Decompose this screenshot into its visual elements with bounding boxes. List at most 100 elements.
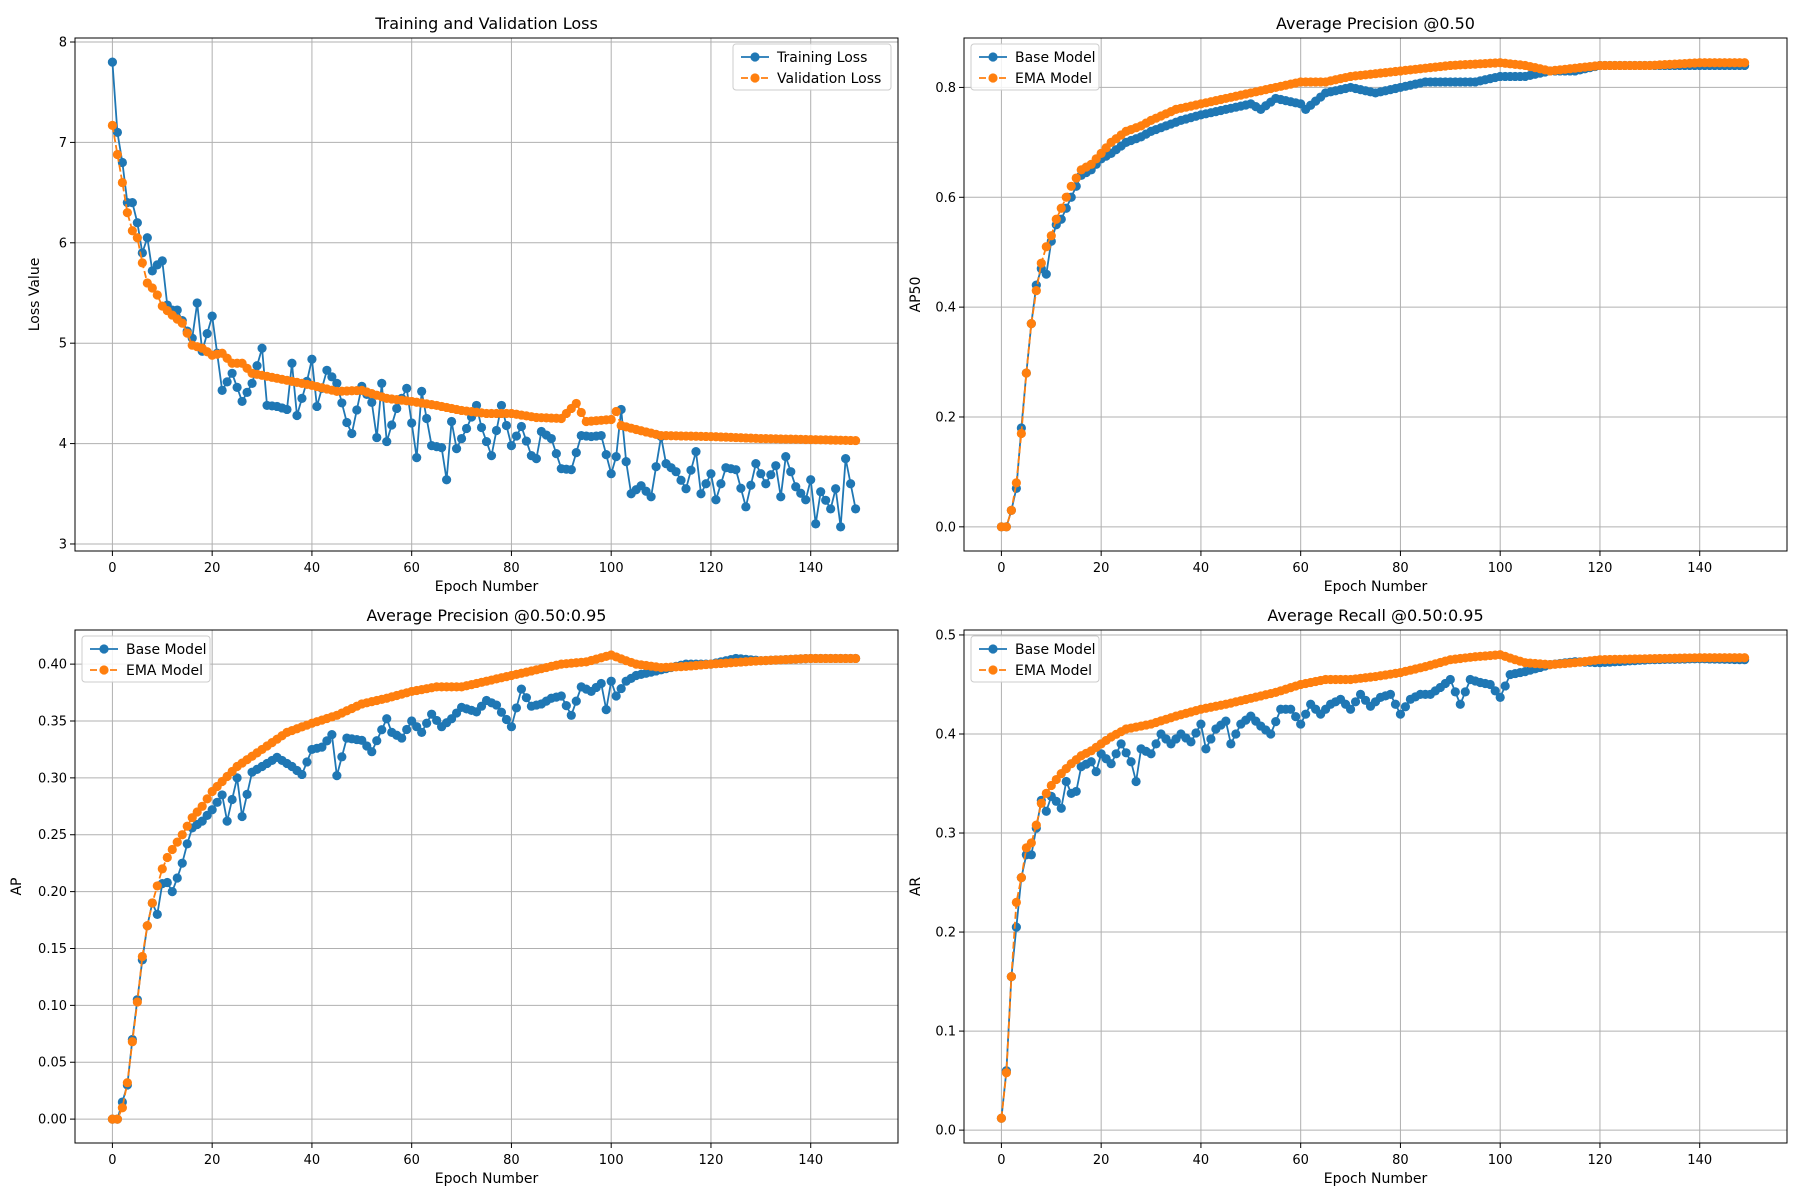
data-point [691,447,701,457]
data-point [152,909,162,919]
data-point [127,1037,137,1047]
data-point [1291,712,1301,722]
legend-label: Validation Loss [777,71,881,87]
data-point [996,1113,1007,1123]
data-point [1041,788,1051,799]
y-tick-label: 0.0 [935,520,956,535]
data-point [821,495,831,505]
data-point [282,404,292,415]
y-tick-label: 0.40 [38,658,67,673]
y-tick-label: 0.30 [38,771,67,786]
data-point [1066,181,1076,191]
legend-label: EMA Model [126,663,203,679]
data-point [1740,58,1750,68]
x-axis-label: Epoch Number [435,579,539,595]
data-point [172,873,182,883]
data-point [836,522,846,532]
data-point [422,413,432,424]
data-point [112,149,122,160]
data-point [1006,972,1016,982]
data-point [432,715,442,726]
data-point [776,492,786,502]
data-point [367,397,377,408]
data-point [397,733,407,743]
data-point [147,898,157,908]
data-point [476,422,487,433]
data-point [1740,653,1750,663]
data-point [417,386,427,396]
data-point [332,771,342,781]
x-tick-label: 60 [1292,561,1309,576]
legend: Base Model EMA Model [970,635,1100,683]
legend: Base Model EMA Model [81,635,211,683]
data-point [706,469,716,479]
data-point [1016,872,1026,883]
data-point [382,436,392,447]
data-point [297,769,307,780]
chart-title: Average Recall @0.50:0.95 [1267,606,1483,625]
data-point [686,465,696,475]
data-point [841,454,851,464]
data-point [516,684,527,694]
data-point [1191,728,1201,738]
data-point [317,742,327,752]
data-point [1385,689,1396,699]
data-point [387,420,397,430]
x-tick-label: 60 [403,1153,420,1168]
data-point [481,436,492,447]
data-point [1106,759,1116,769]
data-point [1031,820,1041,830]
data-point [736,483,746,493]
data-point [1086,757,1096,767]
x-tick-label: 120 [699,561,724,576]
data-point [506,722,517,732]
data-point [297,393,307,404]
data-point [606,469,616,479]
y-tick-label: 0.00 [38,1113,67,1128]
data-point [437,443,447,453]
y-axis-label: AP50 [908,277,924,313]
data-point [506,440,517,451]
data-point [327,730,337,740]
data-point [402,724,412,735]
x-tick-label: 40 [1193,561,1210,576]
data-point [127,198,137,208]
data-point [372,736,382,746]
plot-frame [963,629,1788,1144]
y-tick-label: 0.05 [38,1056,67,1071]
x-tick-label: 80 [503,1153,520,1168]
data-point [1026,850,1036,860]
data-point [606,676,616,686]
data-point [192,298,202,308]
data-point [731,465,741,475]
data-point [496,400,507,411]
data-point [1400,702,1411,712]
data-point [177,318,187,328]
data-point [1026,319,1036,329]
data-point [676,475,686,485]
data-point [112,127,122,137]
data-point [801,495,811,505]
data-point [1206,734,1216,744]
data-point [427,709,437,719]
data-point [501,714,512,725]
x-tick-label: 140 [798,1153,823,1168]
data-point [826,504,836,514]
x-tick-label: 100 [1488,561,1513,576]
data-point [546,433,556,444]
data-point [197,801,207,811]
data-point [1061,776,1071,787]
data-point [1495,692,1505,702]
data-point [1111,749,1121,759]
data-point [252,361,262,371]
data-point [217,790,227,800]
data-point [232,773,242,783]
data-point [137,951,147,962]
data-point [1056,803,1066,813]
data-point [337,752,347,762]
legend-label: Base Model [126,642,207,658]
data-point [696,489,706,499]
data-point [1061,192,1071,202]
data-point [1011,922,1021,932]
